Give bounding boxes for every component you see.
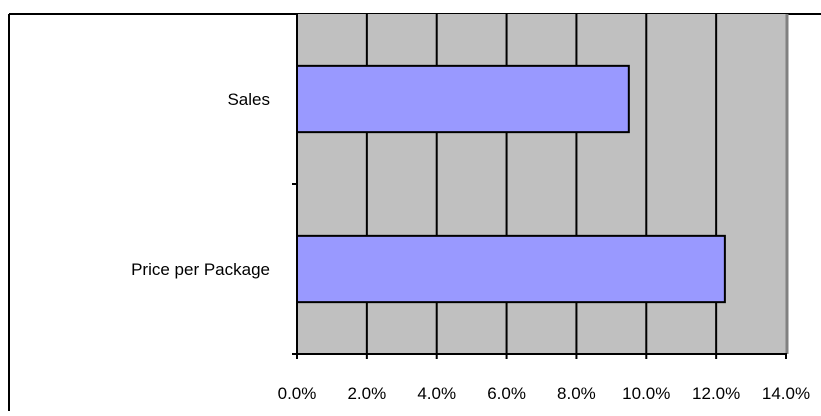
x-tick-label: 2.0% xyxy=(347,384,386,403)
y-tick-label: Price per Package xyxy=(131,260,270,279)
x-tick-label: 10.0% xyxy=(622,384,670,403)
x-tick-label: 6.0% xyxy=(487,384,526,403)
axes xyxy=(292,13,787,359)
bar xyxy=(296,234,726,304)
x-tick-label: 12.0% xyxy=(692,384,740,403)
x-tick-labels: 0.0% 2.0% 4.0% 6.0% 8.0% 10.0% 12.0% 14.0% xyxy=(278,384,810,403)
x-tick-label: 14.0% xyxy=(762,384,810,403)
x-tick-label: 8.0% xyxy=(557,384,596,403)
bars xyxy=(296,64,726,304)
y-tick-labels: Sales Price per Package xyxy=(131,90,270,279)
x-tick-label: 0.0% xyxy=(278,384,317,403)
y-tick-label: Sales xyxy=(227,90,270,109)
x-tick-label: 4.0% xyxy=(417,384,456,403)
bar xyxy=(296,64,630,134)
